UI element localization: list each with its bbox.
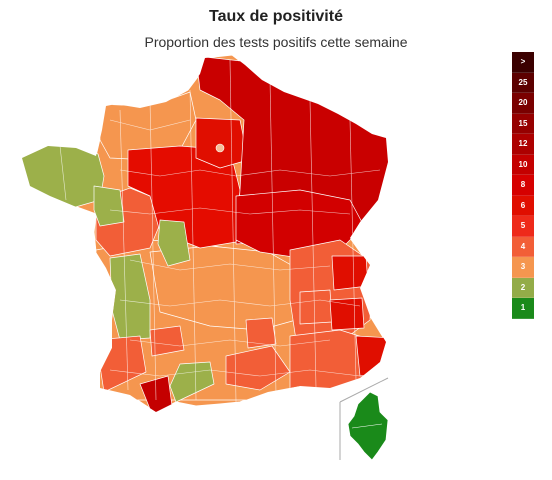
region-centre-green [157, 219, 191, 267]
legend-bin: 25 [512, 72, 534, 93]
region-tarn [149, 325, 185, 357]
legend-bin: 3 [512, 257, 534, 278]
region-alpes-maritimes [355, 335, 388, 377]
corsica-inset-line [339, 377, 389, 403]
region-isere [329, 297, 365, 331]
legend-bin: 6 [512, 195, 534, 216]
legend-bin: 4 [512, 236, 534, 257]
map-subtitle: Proportion des tests positifs cette sema… [144, 34, 408, 50]
region-pyrenees-orientales [225, 345, 291, 391]
color-scale-legend: >25 20 15 12 10 8 6 5 4 3 2 1 [512, 52, 534, 319]
legend-bin: > [512, 52, 534, 73]
legend-bin: 20 [512, 93, 534, 114]
paris-marker [215, 143, 225, 153]
legend-bin: 5 [512, 216, 534, 237]
region-savoie [331, 255, 369, 291]
legend-bin: 8 [512, 175, 534, 196]
region-bretagne [22, 139, 105, 209]
region-ile-de-france [195, 117, 249, 169]
region-drome [299, 289, 333, 325]
region-loire-atlantique [93, 185, 125, 227]
legend-bin: 10 [512, 154, 534, 175]
legend-bin: 12 [512, 134, 534, 155]
legend-bin: 1 [512, 298, 534, 319]
legend-bin: 15 [512, 113, 534, 134]
region-gard [245, 317, 277, 349]
region-occitanie-green [169, 361, 215, 403]
map-title: Taux de positivité [209, 8, 343, 25]
legend-bin: 2 [512, 277, 534, 298]
